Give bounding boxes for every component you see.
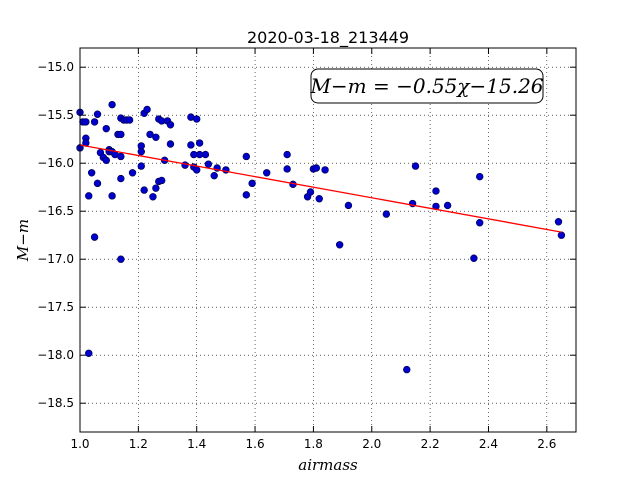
data-point xyxy=(557,231,566,239)
data-point xyxy=(90,233,99,241)
data-point xyxy=(149,193,157,201)
data-point xyxy=(102,124,110,133)
x-tick-label: 2.0 xyxy=(362,437,381,451)
data-point xyxy=(242,191,251,199)
data-point xyxy=(128,169,137,177)
data-point xyxy=(263,169,271,177)
data-point xyxy=(137,147,145,156)
plot-area: 1.0 1.2 1.4 1.6 1.8 2.0 2.2 2.4 2.6 −15.0 −15.5 −16… xyxy=(37,47,577,451)
data-point xyxy=(382,210,391,218)
data-point xyxy=(283,150,291,159)
data-point xyxy=(321,166,329,174)
data-point xyxy=(181,161,189,169)
data-point xyxy=(166,121,175,129)
data-point xyxy=(117,130,125,139)
data-point xyxy=(443,201,452,210)
y-tick-label: −17.0 xyxy=(37,252,74,266)
x-axis-label: airmass xyxy=(298,456,358,474)
data-point xyxy=(193,166,201,174)
data-point xyxy=(335,241,344,249)
x-tick-label: 1.8 xyxy=(304,437,323,451)
data-point xyxy=(102,156,110,165)
x-tick-label: 1.4 xyxy=(187,437,206,451)
data-point xyxy=(152,133,160,141)
data-point xyxy=(201,150,210,159)
data-point xyxy=(152,184,160,192)
data-point xyxy=(554,218,563,226)
data-point xyxy=(312,164,321,172)
data-point xyxy=(411,162,420,170)
x-tick-label: 1.6 xyxy=(246,437,265,451)
data-point xyxy=(117,152,125,161)
data-point xyxy=(248,179,256,188)
equation-box: M−m = −0.55χ−15.26 xyxy=(309,68,544,104)
data-point xyxy=(137,162,145,170)
chart-title: 2020-03-18_213449 xyxy=(247,28,409,48)
data-point xyxy=(125,116,134,124)
data-point xyxy=(87,169,96,177)
data-point xyxy=(306,188,315,196)
y-tick-label: −16.5 xyxy=(37,204,74,218)
data-point xyxy=(85,349,93,357)
data-point xyxy=(210,171,218,180)
data-point xyxy=(193,115,201,123)
data-point xyxy=(476,219,484,227)
data-point xyxy=(146,130,154,139)
data-point xyxy=(403,365,411,374)
data-point xyxy=(108,192,116,200)
data-point xyxy=(187,141,195,149)
x-tick-label: 2.2 xyxy=(421,437,440,451)
data-point xyxy=(283,165,291,173)
y-tick-label: −15.5 xyxy=(37,108,74,122)
data-point xyxy=(117,174,125,183)
data-point xyxy=(90,118,99,126)
data-point xyxy=(117,255,125,263)
data-point xyxy=(93,179,102,188)
data-point xyxy=(204,160,213,168)
data-point xyxy=(140,186,148,194)
x-tick-label: 1.2 xyxy=(129,437,148,451)
data-point xyxy=(432,187,440,195)
fit-line xyxy=(79,144,562,233)
x-tick-label: 1.0 xyxy=(70,437,89,451)
y-tick-label: −17.5 xyxy=(37,300,74,314)
data-point xyxy=(93,110,102,118)
data-point xyxy=(470,254,478,262)
data-point xyxy=(315,195,323,203)
y-tick-label: −18.0 xyxy=(37,348,74,362)
data-point xyxy=(166,140,175,148)
data-point xyxy=(157,176,166,185)
data-point xyxy=(242,152,251,161)
axes-frame xyxy=(79,47,577,433)
data-point xyxy=(195,139,204,147)
data-point xyxy=(344,201,353,210)
data-point xyxy=(143,105,151,114)
y-tick-label: −15.0 xyxy=(37,60,74,74)
data-point xyxy=(85,192,93,200)
data-point xyxy=(82,118,90,126)
y-tick-label: −16.0 xyxy=(37,156,74,170)
x-tick-label: 2.4 xyxy=(479,437,498,451)
equation-annotation: M−m = −0.55χ−15.26 xyxy=(309,74,543,98)
y-tick-label: −18.5 xyxy=(37,396,74,410)
x-tick-label: 2.6 xyxy=(537,437,556,451)
data-point xyxy=(476,172,484,181)
y-axis-label: M−m xyxy=(14,219,32,262)
data-point xyxy=(108,100,116,109)
